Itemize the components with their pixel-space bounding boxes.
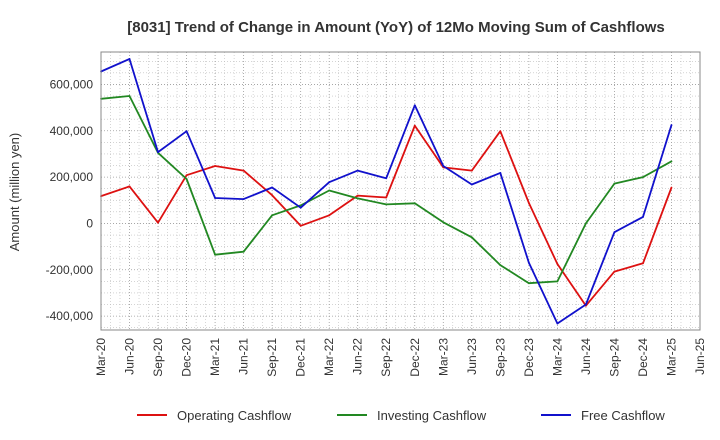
data-point — [442, 221, 445, 224]
legend-label: Investing Cashflow — [377, 408, 487, 423]
y-axis-label: Amount (million yen) — [7, 133, 22, 252]
y-tick-label: 400,000 — [50, 124, 94, 138]
chart-title: [8031] Trend of Change in Amount (YoY) o… — [127, 19, 665, 36]
series-line-operating-cashflow — [100, 124, 673, 307]
x-tick-label: Mar-25 — [664, 338, 678, 376]
legend-label: Operating Cashflow — [177, 408, 292, 423]
data-point — [214, 197, 216, 199]
data-point — [328, 181, 331, 184]
data-point — [157, 221, 159, 224]
x-tick-label: Dec-20 — [180, 338, 194, 377]
data-point — [527, 202, 530, 204]
plot-area-frame — [100, 51, 701, 331]
data-point — [299, 224, 302, 227]
x-tick-label: Sep-21 — [265, 338, 279, 377]
data-point — [613, 182, 616, 185]
x-tick-label: Dec-23 — [522, 338, 536, 377]
x-tick-label: Mar-24 — [550, 338, 564, 376]
x-tick-label: Jun-21 — [237, 338, 251, 375]
y-tick-label: 0 — [86, 216, 93, 230]
data-point — [128, 185, 131, 188]
axis-ticks: -400,000 -200,000 0 200,000 400,000 600,000 Ma… — [46, 77, 707, 376]
x-tick-label: Sep-23 — [493, 338, 507, 377]
data-point — [585, 303, 587, 306]
legend: Operating Cashflow Investing Cashflow Free… — [137, 408, 665, 423]
x-tick-label: Mar-22 — [322, 338, 336, 376]
data-point — [413, 124, 416, 127]
x-tick-label: Mar-21 — [208, 338, 222, 376]
data-point — [556, 263, 559, 265]
data-point — [470, 236, 473, 239]
x-tick-label: Sep-22 — [379, 338, 393, 377]
data-point — [527, 282, 530, 285]
x-tick-label: Jun-22 — [351, 338, 365, 375]
data-point — [157, 151, 159, 153]
data-point — [128, 58, 131, 60]
data-point — [556, 322, 559, 325]
data-point — [499, 264, 502, 267]
data-point — [670, 186, 673, 189]
data-point — [299, 206, 302, 209]
legend-label: Free Cashflow — [581, 408, 665, 423]
data-point — [128, 95, 131, 97]
data-point — [356, 197, 359, 200]
x-tick-label: Mar-20 — [94, 338, 108, 376]
data-point — [585, 222, 587, 225]
data-point — [642, 262, 644, 265]
x-tick-label: Sep-20 — [151, 338, 165, 377]
x-tick-label: Dec-22 — [408, 338, 422, 377]
data-point — [328, 189, 331, 192]
data-point — [642, 216, 644, 218]
data-point — [613, 231, 616, 234]
data-point — [413, 202, 416, 205]
y-tick-label: -400,000 — [46, 309, 94, 323]
data-point — [185, 174, 188, 177]
data-point — [271, 186, 274, 189]
x-tick-label: Jun-20 — [123, 338, 137, 375]
data-point — [470, 169, 473, 172]
y-tick-label: 200,000 — [50, 170, 94, 184]
data-point — [271, 214, 274, 217]
x-tick-label: Jun-23 — [465, 338, 479, 375]
y-tick-label: 600,000 — [50, 77, 94, 91]
series-lines — [100, 58, 673, 325]
x-tick-label: Dec-24 — [636, 338, 650, 377]
data-point — [242, 250, 245, 253]
data-point — [185, 130, 188, 133]
data-point — [385, 177, 388, 180]
data-point — [470, 183, 473, 186]
data-point — [527, 261, 530, 264]
data-point — [499, 172, 502, 174]
x-tick-label: Mar-23 — [436, 338, 450, 376]
data-point — [556, 280, 559, 283]
x-tick-label: Jun-25 — [693, 338, 707, 375]
data-point — [356, 194, 359, 197]
data-point — [299, 204, 302, 207]
data-point — [356, 169, 359, 172]
data-point — [328, 214, 331, 217]
data-point — [413, 104, 416, 107]
x-tick-label: Jun-24 — [579, 338, 593, 375]
data-point — [185, 178, 188, 180]
data-point — [242, 198, 245, 201]
y-tick-label: -200,000 — [46, 263, 94, 277]
data-point — [670, 124, 673, 126]
data-point — [613, 270, 616, 273]
data-point — [642, 176, 644, 179]
data-point — [442, 165, 445, 167]
data-point — [214, 165, 216, 167]
x-tick-label: Sep-24 — [607, 338, 621, 377]
data-point — [271, 194, 274, 197]
data-point — [670, 160, 673, 163]
data-point — [242, 169, 245, 172]
data-point — [499, 130, 502, 133]
x-tick-label: Dec-21 — [294, 338, 308, 377]
data-point — [214, 253, 216, 256]
data-point — [385, 203, 388, 206]
data-point — [385, 196, 388, 199]
